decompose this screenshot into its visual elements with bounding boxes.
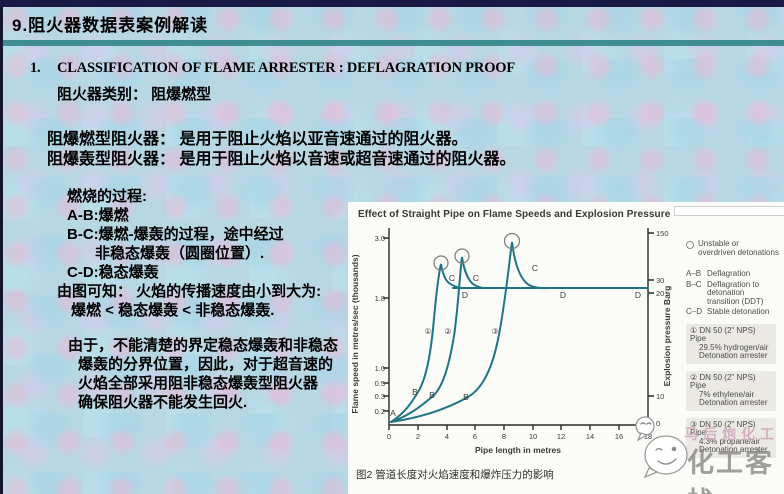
svg-text:30: 30 <box>656 276 664 285</box>
conclusion-line: 确保阻火器不能发生回火. <box>78 394 248 411</box>
y-axis-label-left: Flame speed in metres/sec (thousands) <box>350 254 360 413</box>
legend-series-3: ③ DN 50 (2" NPS) Pipe 4.3% propane/air D… <box>686 417 776 458</box>
right-tick-labels: 150 30 20 10 0 <box>656 229 669 428</box>
peak-circle-2 <box>454 248 470 264</box>
svg-text:D: D <box>560 290 566 300</box>
svg-text:1.0: 1.0 <box>375 364 385 373</box>
process-line: 爆燃 < 稳态爆轰 < 非稳态爆轰. <box>71 302 275 319</box>
svg-text:B: B <box>463 392 469 402</box>
svg-text:0: 0 <box>387 432 391 441</box>
process-line: 非稳态爆轰（圆圈位置）. <box>95 245 265 262</box>
right-axis-ticks <box>648 232 654 424</box>
axes <box>383 228 654 430</box>
legend-unstable: Unstable or overdriven detonations <box>686 239 784 257</box>
svg-text:①: ① <box>424 327 431 336</box>
top-border <box>0 0 784 7</box>
x-axis-ticks <box>388 425 649 430</box>
svg-text:1.8: 1.8 <box>375 294 385 303</box>
svg-text:3.0: 3.0 <box>375 234 385 243</box>
figure-title: Effect of Straight Pipe on Flame Speeds … <box>358 209 671 220</box>
left-tick-labels: 3.0 1.8 1.0 0.5 0.3 0.2 <box>375 234 385 416</box>
svg-text:C: C <box>532 263 538 273</box>
legend-series-1: ① DN 50 (2" NPS) Pipe 29.5% hydrogen/air… <box>686 323 776 364</box>
figure-panel: Effect of Straight Pipe on Flame Speeds … <box>348 202 784 494</box>
process-line: B-C:爆燃-爆轰的过程，途中经过 <box>67 226 284 243</box>
svg-text:18: 18 <box>644 432 652 441</box>
svg-text:8: 8 <box>502 432 506 441</box>
legend-unstable-text: Unstable or overdriven detonations <box>698 239 779 257</box>
svg-text:20: 20 <box>656 289 664 298</box>
figure-caption: 图2 管道长度对火焰速度和爆炸压力的影响 <box>356 469 554 481</box>
section-heading-text: CLASSIFICATION OF FLAME ARRESTER : DEFLA… <box>57 60 516 76</box>
title-divider <box>3 40 784 46</box>
svg-text:10: 10 <box>529 432 537 441</box>
process-line: A-B:爆燃 <box>67 207 129 224</box>
figure-legend: Unstable or overdriven detonations A–B D… <box>686 239 784 458</box>
svg-text:A: A <box>390 408 396 418</box>
point-labels: A B B B C C C D D D ① ② ③ <box>390 263 641 418</box>
left-axis-ticks <box>383 237 389 412</box>
svg-text:B: B <box>429 390 435 400</box>
brand-watermark-large: 化工客栈 <box>687 448 774 494</box>
process-line: 由图可知： 火焰的传播速度由小到大为: <box>57 283 322 300</box>
x-tick-labels: 0 2 4 6 8 10 12 14 16 18 <box>387 432 652 441</box>
definitions-block: 阻爆燃型阻火器： 是用于阻止火焰以亚音速通过的阻火器。 阻爆轰型阻火器： 是用于… <box>47 130 515 170</box>
svg-text:D: D <box>635 290 641 300</box>
y-axis-label-right: Explosion pressure Barg <box>662 286 672 387</box>
definition-line: 阻爆轰型阻火器： 是用于阻止火焰以音速或超音速通过的阻火器。 <box>47 151 516 168</box>
process-line: C-D:稳态爆轰 <box>67 264 159 281</box>
brand-watermark-small: 马后炮化工 <box>684 426 779 442</box>
section-number: 1. <box>30 60 41 76</box>
conclusion-line: 爆轰的分界位置，因此，对于超音速的 <box>78 356 334 373</box>
peak-circle-1 <box>433 255 449 271</box>
slide-title: 9.阻火器数据表案例解读 <box>12 16 209 35</box>
svg-text:16: 16 <box>615 432 623 441</box>
peak-circle-3 <box>503 232 521 250</box>
svg-text:②: ② <box>444 327 451 336</box>
svg-text:C: C <box>473 273 479 283</box>
curve-ethylene <box>390 256 487 423</box>
section-heading: 1. CLASSIFICATION OF FLAME ARRESTER : DEF… <box>30 60 515 77</box>
svg-text:150: 150 <box>656 229 669 238</box>
svg-text:0.5: 0.5 <box>375 379 385 388</box>
combustion-process-block: 燃烧的过程: A-B:爆燃 B-C:爆燃-爆轰的过程，途中经过 非稳态爆轰（圆圈… <box>57 187 321 320</box>
svg-text:0.3: 0.3 <box>375 392 385 401</box>
legend-stage-bc: B–C Deflagration to detonation transitio… <box>686 279 764 306</box>
svg-text:4: 4 <box>445 432 449 441</box>
svg-text:0: 0 <box>656 419 660 428</box>
legend-stage-ab: A–B Deflagration <box>686 269 751 278</box>
svg-text:③: ③ <box>491 327 498 336</box>
svg-text:12: 12 <box>557 432 565 441</box>
legend-series-2: ② DN 50 (2" NPS) Pipe 7% ethylene/air De… <box>686 370 776 411</box>
svg-text:6: 6 <box>473 432 477 441</box>
flame-speed-chart: 3.0 1.8 1.0 0.5 0.3 0.2 150 30 20 10 0 0… <box>350 228 672 455</box>
svg-text:D: D <box>462 290 468 300</box>
x-axis-label: Pipe length in metres <box>475 445 561 455</box>
process-line: 燃烧的过程: <box>67 188 147 205</box>
peak-circles <box>433 232 521 271</box>
definition-line: 阻爆燃型阻火器： 是用于阻止火焰以亚音速通过的阻火器。 <box>47 131 468 148</box>
curve-hydrogen <box>390 263 463 423</box>
svg-text:2: 2 <box>416 432 420 441</box>
svg-text:C: C <box>449 273 455 283</box>
svg-text:14: 14 <box>586 432 594 441</box>
curve-propane <box>390 241 556 423</box>
svg-text:B: B <box>412 387 418 397</box>
cropped-white-box <box>674 206 784 216</box>
left-border <box>0 7 3 494</box>
curves <box>390 241 649 423</box>
legend-stage-cd: C–D Stable detonation <box>686 307 770 316</box>
conclusion-line: 由于，不能清楚的界定稳态爆轰和非稳态 <box>68 337 339 354</box>
arrester-category-text: 阻火器类别： 阻爆燃型 <box>57 86 212 103</box>
svg-text:10: 10 <box>656 392 664 401</box>
chat-bubble-logo-icon <box>635 416 688 479</box>
circle-marker-icon <box>686 241 694 249</box>
svg-text:0.2: 0.2 <box>375 407 385 416</box>
conclusion-block: 由于，不能清楚的界定稳态爆轰和非稳态 爆轰的分界位置，因此，对于超音速的 火焰全… <box>68 336 338 412</box>
conclusion-line: 火焰全部采用阻非稳态爆轰型阻火器 <box>78 375 319 392</box>
